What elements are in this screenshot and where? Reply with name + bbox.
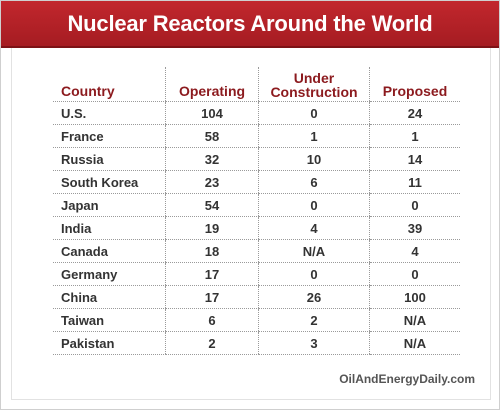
table-row: Japan 54 0 0 [53, 193, 460, 217]
cell-proposed: 14 [369, 147, 460, 171]
column-header-country: Country [53, 67, 166, 102]
cell-country: Canada [53, 239, 166, 263]
construction-label: Construction [270, 84, 358, 100]
cell-proposed: N/A [369, 331, 460, 355]
cell-proposed: 4 [369, 239, 460, 263]
cell-proposed: 24 [369, 101, 460, 125]
cell-country: Taiwan [53, 308, 166, 332]
table-row: Germany 17 0 0 [53, 262, 460, 286]
cell-country: South Korea [53, 170, 166, 194]
cell-proposed: 0 [369, 193, 460, 217]
cell-proposed: 100 [369, 285, 460, 309]
cell-operating: 54 [165, 193, 259, 217]
table-row: Canada 18 N/A 4 [53, 239, 460, 263]
table-row: India 19 4 39 [53, 216, 460, 240]
table-row: China 17 26 100 [53, 285, 460, 309]
cell-country: U.S. [53, 101, 166, 125]
cell-operating: 18 [165, 239, 259, 263]
cell-proposed: 39 [369, 216, 460, 240]
table-row: Russia 32 10 14 [53, 147, 460, 171]
cell-under-construction: 2 [258, 308, 370, 332]
cell-operating: 19 [165, 216, 259, 240]
cell-under-construction: 6 [258, 170, 370, 194]
cell-country: France [53, 124, 166, 148]
cell-country: Germany [53, 262, 166, 286]
reactor-table: Country Operating Under Construction Prop… [53, 67, 460, 355]
cell-country: Russia [53, 147, 166, 171]
cell-country: China [53, 285, 166, 309]
cell-country: India [53, 216, 166, 240]
cell-under-construction: 4 [258, 216, 370, 240]
cell-operating: 23 [165, 170, 259, 194]
cell-under-construction: 0 [258, 101, 370, 125]
cell-under-construction: 0 [258, 262, 370, 286]
cell-under-construction: 3 [258, 331, 370, 355]
cell-under-construction: 1 [258, 124, 370, 148]
column-header-under-construction: Under Construction [258, 67, 370, 102]
cell-proposed: 0 [369, 262, 460, 286]
title-banner: Nuclear Reactors Around the World [1, 1, 499, 48]
table-row: South Korea 23 6 11 [53, 170, 460, 194]
under-label: Under [293, 70, 335, 86]
cell-under-construction: 26 [258, 285, 370, 309]
cell-operating: 104 [165, 101, 259, 125]
source-credit: OilAndEnergyDaily.com [339, 372, 475, 386]
cell-proposed: 1 [369, 124, 460, 148]
cell-operating: 32 [165, 147, 259, 171]
cell-operating: 17 [165, 262, 259, 286]
cell-under-construction: N/A [258, 239, 370, 263]
page-title: Nuclear Reactors Around the World [67, 11, 433, 36]
table-row: Taiwan 6 2 N/A [53, 308, 460, 332]
column-header-operating: Operating [165, 67, 259, 102]
table-body: U.S. 104 0 24 France 58 1 1 Russia 32 10 14 South Ko… [53, 101, 460, 355]
cell-proposed: N/A [369, 308, 460, 332]
table-row: U.S. 104 0 24 [53, 101, 460, 125]
cell-under-construction: 0 [258, 193, 370, 217]
cell-proposed: 11 [369, 170, 460, 194]
cell-operating: 17 [165, 285, 259, 309]
cell-under-construction: 10 [258, 147, 370, 171]
cell-country: Japan [53, 193, 166, 217]
table-header-row: Country Operating Under Construction Prop… [53, 67, 460, 102]
cell-operating: 58 [165, 124, 259, 148]
table-row: France 58 1 1 [53, 124, 460, 148]
cell-operating: 2 [165, 331, 259, 355]
cell-country: Pakistan [53, 331, 166, 355]
table-row: Pakistan 2 3 N/A [53, 331, 460, 355]
column-header-proposed: Proposed [369, 67, 460, 102]
cell-operating: 6 [165, 308, 259, 332]
